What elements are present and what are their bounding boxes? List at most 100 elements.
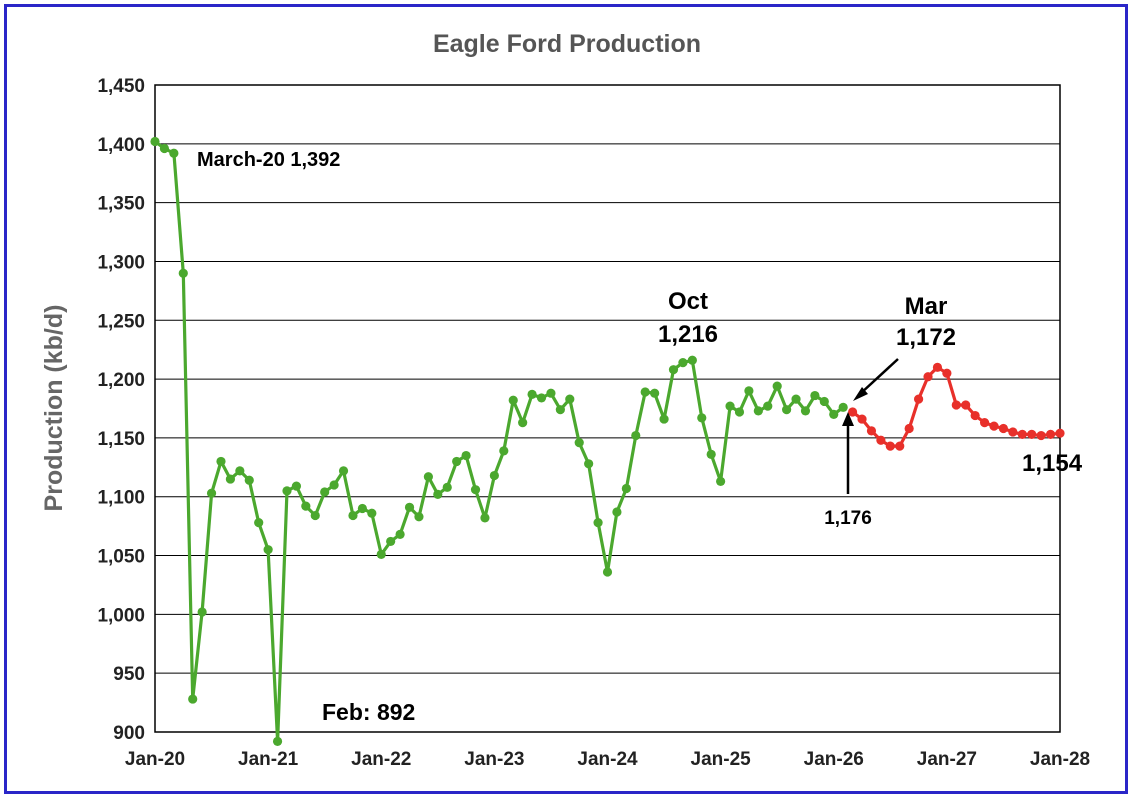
data-point [489,470,499,481]
data-point [584,459,594,469]
data-point [216,456,226,467]
data-point [329,480,339,490]
y-axis-label: Production (kb/d) [40,305,68,512]
data-point [998,423,1009,434]
y-tick-label: 1,000 [97,605,145,626]
data-point [235,466,245,476]
data-point [848,407,858,417]
arrow-to-latest [842,412,854,494]
data-point [593,518,603,528]
y-tick-label: 1,300 [97,252,145,273]
data-point [197,607,207,617]
data-point [178,268,188,278]
data-point [527,389,537,399]
data-point [753,406,763,416]
data-point [951,400,961,410]
data-point [706,449,716,459]
data-point [989,421,999,431]
y-tick-label: 1,050 [97,547,145,568]
data-point [263,545,273,555]
data-point [150,136,160,147]
data-point [621,483,631,494]
data-point [169,148,179,158]
x-tick-label: Jan-25 [691,749,752,770]
data-point [272,736,283,747]
gridlines [155,143,1060,674]
y-tick-label: 1,150 [97,429,145,450]
data-point [206,488,217,498]
y-tick-label: 1,450 [97,76,145,97]
annotation-oct: Oct [668,288,708,315]
data-point [631,430,641,441]
data-point [942,368,952,378]
x-tick-labels: Jan-20 Jan-21 Jan-22 Jan-23 Jan-24 Jan-25 Jan-… [125,749,1090,770]
data-point [612,507,622,517]
data-point [188,694,198,704]
data-point [602,567,613,577]
arrow-to-mar [853,358,899,401]
plot-area [154,84,1061,733]
data-point [1055,428,1065,438]
data-point [574,438,584,448]
data-point [782,405,792,415]
data-point [404,502,415,512]
data-point [1027,429,1037,439]
series-0 [150,136,848,747]
data-point [386,536,396,547]
y-tick-label: 1,100 [97,488,145,509]
data-point [423,472,433,482]
data-point [536,393,547,403]
x-tick-label: Jan-27 [917,749,977,770]
data-point [961,400,971,410]
chart-title: Eagle Ford Production [433,30,701,58]
data-point [744,386,754,396]
data-point [348,510,358,521]
y-tick-label: 900 [113,723,145,744]
data-point [301,501,311,511]
data-point [518,418,528,428]
series-lines [150,136,1065,747]
data-point [414,512,424,522]
data-point [244,475,254,485]
data-point [857,414,867,424]
data-point [819,396,829,407]
data-point [1045,429,1056,439]
data-point [650,388,660,398]
y-tick-label: 1,350 [97,194,145,215]
data-point [876,435,886,445]
x-tick-label: Jan-24 [577,749,638,770]
data-point [678,358,688,368]
x-tick-label: Jan-23 [464,749,524,770]
data-point [254,518,264,528]
data-point [687,355,697,365]
data-point [1008,427,1018,437]
data-point [310,510,320,521]
annotation-mar: Mar [905,293,948,320]
data-point [716,476,726,487]
data-point [546,388,556,398]
y-tick-label: 950 [113,664,145,685]
data-point [697,413,707,423]
data-point [452,456,462,467]
data-point [772,381,782,391]
data-point [734,407,745,417]
series-1 [848,362,1065,451]
data-point [763,401,773,411]
annotation-oct-value: 1,216 [658,321,718,348]
y-tick-labels: 900 950 1,000 1,050 1,100 1,150 1,200 1,250 1,30… [97,76,145,744]
data-point [508,395,518,405]
data-point [800,406,811,416]
data-point [979,418,990,428]
data-point [1017,429,1027,439]
data-point [357,503,367,514]
annotation-mar-value: 1,172 [896,324,956,351]
data-point [913,394,924,404]
data-point [810,390,820,401]
y-tick-label: 1,400 [97,135,145,156]
x-tick-label: Jan-21 [238,749,299,770]
data-point [838,402,848,412]
data-point [395,529,405,539]
y-tick-label: 1,250 [97,311,145,332]
x-tick-label: Jan-20 [125,749,185,770]
